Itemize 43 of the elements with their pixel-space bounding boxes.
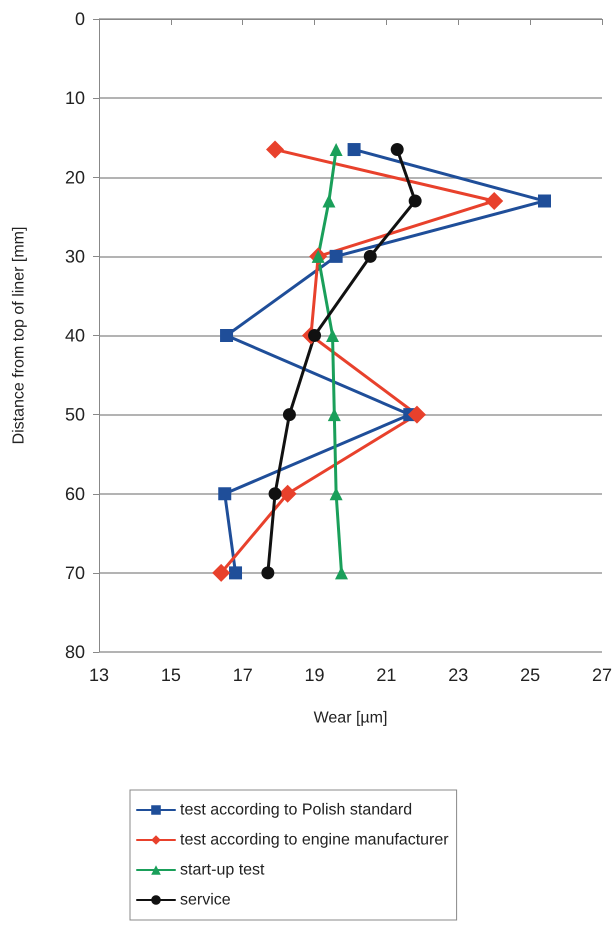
legend-label: test according to engine manufacturer <box>180 832 450 848</box>
x-tick-label: 13 <box>88 665 110 685</box>
y-tick-label: 0 <box>74 9 85 29</box>
y-tick-label: 30 <box>64 246 85 266</box>
y-tick-label: 60 <box>64 484 85 504</box>
x-tick-label: 23 <box>448 665 468 685</box>
y-axis-title: Distance from top of liner [mm] <box>10 226 28 444</box>
y-tick-label: 50 <box>64 404 85 425</box>
point <box>266 140 284 159</box>
point <box>364 250 377 263</box>
point <box>408 194 422 208</box>
x-axis-title: Wear [µm] <box>314 710 388 726</box>
legend-label: service <box>180 892 231 908</box>
legend-label: test according to Polish standard <box>180 802 412 818</box>
x-tick-label: 19 <box>304 665 325 685</box>
point <box>308 329 322 342</box>
point <box>268 487 282 500</box>
point <box>408 406 426 424</box>
point <box>330 143 343 156</box>
x-tick-label: 15 <box>160 665 181 685</box>
x-tick-label: 27 <box>592 665 612 685</box>
point <box>326 329 340 342</box>
point <box>261 566 274 580</box>
point <box>229 566 242 580</box>
point <box>330 250 343 263</box>
point <box>538 194 552 208</box>
point <box>390 143 404 156</box>
point <box>212 564 230 582</box>
y-tick-label: 10 <box>64 88 85 108</box>
y-tick-label: 20 <box>64 167 85 188</box>
point <box>282 408 296 422</box>
point <box>348 143 361 156</box>
point <box>218 487 232 500</box>
y-tick-label: 40 <box>64 326 85 346</box>
x-tick-label: 25 <box>520 665 540 685</box>
point <box>485 192 504 210</box>
legend-label: start-up test <box>180 862 266 878</box>
point <box>322 194 336 208</box>
x-tick-label: 21 <box>376 665 396 685</box>
x-tick-label: 17 <box>232 665 253 685</box>
point <box>220 329 234 342</box>
y-tick-label: 80 <box>64 642 85 662</box>
y-tick-label: 70 <box>64 562 85 583</box>
